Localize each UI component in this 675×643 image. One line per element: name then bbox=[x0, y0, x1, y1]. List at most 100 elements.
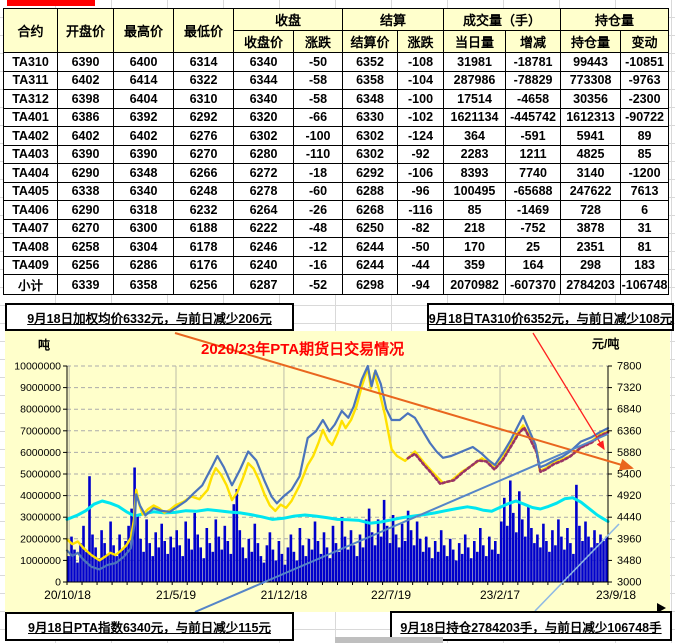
cell-contract[interactable]: TA403 bbox=[3, 144, 58, 164]
cell-value[interactable]: -12 bbox=[292, 237, 344, 257]
cell-value[interactable]: 6292 bbox=[173, 107, 234, 127]
cell-contract[interactable]: TA407 bbox=[3, 218, 58, 238]
cell-value[interactable]: 6302 bbox=[342, 126, 399, 146]
col-header-settle[interactable]: 结算价 bbox=[342, 30, 399, 53]
cell-value[interactable]: 99443 bbox=[560, 52, 622, 72]
cell-value[interactable]: 6270 bbox=[57, 218, 114, 238]
cell-contract[interactable]: TA401 bbox=[3, 107, 58, 127]
cell-value[interactable]: 6272 bbox=[233, 163, 294, 183]
col-header-close-chg[interactable]: 涨跌 bbox=[292, 30, 344, 53]
cell-contract[interactable]: TA311 bbox=[3, 70, 58, 90]
cell-value[interactable]: 6280 bbox=[233, 144, 294, 164]
col-header-settle-group[interactable]: 结算 bbox=[342, 8, 445, 31]
banner-open-interest[interactable]: 9月18日持仓2784203手，与前日减少106748手 bbox=[390, 611, 672, 641]
cell-value[interactable]: 6302 bbox=[342, 144, 399, 164]
cell-value[interactable]: -116 bbox=[397, 200, 445, 220]
cell-value[interactable]: -100 bbox=[397, 89, 445, 109]
col-header-contract[interactable]: 合约 bbox=[3, 8, 58, 53]
cell-value[interactable]: 6358 bbox=[342, 70, 399, 90]
cell-value[interactable]: -65688 bbox=[505, 181, 562, 201]
cell-value[interactable]: -4658 bbox=[505, 89, 562, 109]
col-header-close[interactable]: 收盘价 bbox=[233, 30, 294, 53]
cell-value[interactable]: 6338 bbox=[57, 181, 114, 201]
cell-value[interactable]: 6268 bbox=[342, 200, 399, 220]
cell-value[interactable]: 6222 bbox=[233, 218, 294, 238]
cell-value[interactable]: 6248 bbox=[173, 181, 234, 201]
cell-value[interactable]: 6176 bbox=[173, 255, 234, 275]
cell-value[interactable]: -18 bbox=[292, 163, 344, 183]
cell-value[interactable]: 6287 bbox=[233, 274, 294, 295]
cell-value[interactable]: 6414 bbox=[113, 70, 174, 90]
cell-value[interactable]: 287986 bbox=[443, 70, 507, 90]
cell-value[interactable]: 6250 bbox=[342, 218, 399, 238]
cell-value[interactable]: 6 bbox=[620, 200, 670, 220]
cell-value[interactable]: -104 bbox=[397, 70, 445, 90]
cell-value[interactable]: 773308 bbox=[560, 70, 622, 90]
cell-value[interactable]: -445742 bbox=[505, 107, 562, 127]
cell-value[interactable]: 164 bbox=[505, 255, 562, 275]
cell-value[interactable]: -110 bbox=[292, 144, 344, 164]
cell-value[interactable]: -2300 bbox=[620, 89, 670, 109]
cell-value[interactable]: 17514 bbox=[443, 89, 507, 109]
cell-value[interactable]: 3140 bbox=[560, 163, 622, 183]
cell-value[interactable]: -108 bbox=[397, 52, 445, 72]
banner-ta310-price[interactable]: 9月18日TA310价6352元，与前日减少108元 bbox=[427, 303, 674, 331]
cell-value[interactable]: 81 bbox=[620, 237, 670, 257]
cell-value[interactable]: -66 bbox=[292, 107, 344, 127]
cell-value[interactable]: 6188 bbox=[173, 218, 234, 238]
col-header-oi-chg[interactable]: 变动 bbox=[620, 30, 670, 53]
cell-value[interactable]: 6352 bbox=[342, 52, 399, 72]
cell-value[interactable]: -58 bbox=[292, 70, 344, 90]
cell-value[interactable]: 6322 bbox=[173, 70, 234, 90]
cell-value[interactable]: -60 bbox=[292, 181, 344, 201]
cell-value[interactable]: 6340 bbox=[113, 181, 174, 201]
cell-value[interactable]: -106 bbox=[397, 163, 445, 183]
cell-value[interactable]: -52 bbox=[292, 274, 344, 295]
cell-value[interactable]: -82 bbox=[397, 218, 445, 238]
cell-value[interactable]: -90722 bbox=[620, 107, 670, 127]
cell-value[interactable]: 4825 bbox=[560, 144, 622, 164]
col-header-close-group[interactable]: 收盘 bbox=[232, 8, 344, 31]
cell-value[interactable]: 6178 bbox=[173, 237, 234, 257]
cell-value[interactable]: -106748 bbox=[620, 274, 670, 295]
cell-value[interactable]: -96 bbox=[397, 181, 445, 201]
cell-contract[interactable]: 小计 bbox=[3, 274, 58, 295]
cell-value[interactable]: 1211 bbox=[505, 144, 562, 164]
cell-value[interactable]: 6290 bbox=[57, 163, 114, 183]
cell-contract[interactable]: TA408 bbox=[3, 237, 58, 257]
cell-value[interactable]: -607370 bbox=[505, 274, 562, 295]
cell-value[interactable]: 100495 bbox=[443, 181, 507, 201]
cell-value[interactable]: 6300 bbox=[113, 218, 174, 238]
cell-value[interactable]: -50 bbox=[397, 237, 445, 257]
cell-value[interactable]: 6244 bbox=[342, 255, 399, 275]
cell-value[interactable]: -1200 bbox=[620, 163, 670, 183]
cell-value[interactable]: 728 bbox=[560, 200, 622, 220]
col-header-day-volume[interactable]: 当日量 bbox=[443, 30, 507, 53]
cell-value[interactable]: -9763 bbox=[620, 70, 670, 90]
cell-value[interactable]: -78829 bbox=[505, 70, 562, 90]
cell-value[interactable]: 1612313 bbox=[560, 107, 622, 127]
col-header-oi-group[interactable]: 持仓量 bbox=[560, 8, 670, 31]
cell-value[interactable]: 6258 bbox=[57, 237, 114, 257]
cell-value[interactable]: -100 bbox=[292, 126, 344, 146]
cell-value[interactable]: 31981 bbox=[443, 52, 507, 72]
col-header-volume-group[interactable]: 成交量（手） bbox=[443, 8, 562, 31]
cell-value[interactable]: 6278 bbox=[233, 181, 294, 201]
cell-contract[interactable]: TA310 bbox=[3, 52, 58, 72]
cell-value[interactable]: 2283 bbox=[443, 144, 507, 164]
cell-value[interactable]: 6314 bbox=[173, 52, 234, 72]
cell-value[interactable]: 6392 bbox=[113, 107, 174, 127]
cell-value[interactable]: 6292 bbox=[342, 163, 399, 183]
cell-value[interactable]: 6302 bbox=[233, 126, 294, 146]
cell-value[interactable]: -94 bbox=[397, 274, 445, 295]
cell-value[interactable]: 85 bbox=[620, 144, 670, 164]
cell-value[interactable]: 364 bbox=[443, 126, 507, 146]
col-header-open[interactable]: 开盘价 bbox=[57, 8, 114, 53]
cell-value[interactable]: 6402 bbox=[113, 126, 174, 146]
cell-value[interactable]: 6400 bbox=[113, 52, 174, 72]
cell-value[interactable]: 183 bbox=[620, 255, 670, 275]
cell-value[interactable]: 85 bbox=[443, 200, 507, 220]
cell-value[interactable]: 6290 bbox=[57, 200, 114, 220]
cell-value[interactable]: 6304 bbox=[113, 237, 174, 257]
cell-contract[interactable]: TA404 bbox=[3, 163, 58, 183]
